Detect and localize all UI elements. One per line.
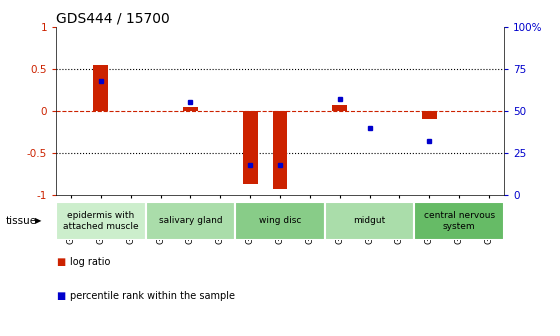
- Text: wing disc: wing disc: [259, 216, 301, 225]
- Bar: [273, 111, 287, 189]
- Text: epidermis with
attached muscle: epidermis with attached muscle: [63, 211, 139, 230]
- Bar: [183, 107, 198, 111]
- Bar: [414, 202, 504, 240]
- Bar: [325, 202, 414, 240]
- Bar: [332, 105, 347, 111]
- Text: tissue: tissue: [6, 216, 37, 226]
- Text: percentile rank within the sample: percentile rank within the sample: [70, 291, 235, 301]
- Bar: [235, 202, 325, 240]
- Text: central nervous
system: central nervous system: [423, 211, 495, 230]
- Text: ▶: ▶: [35, 216, 42, 225]
- Bar: [94, 65, 108, 111]
- Bar: [56, 202, 146, 240]
- Text: ■: ■: [56, 291, 66, 301]
- Text: GDS444 / 15700: GDS444 / 15700: [56, 12, 170, 26]
- Bar: [242, 111, 258, 184]
- Text: midgut: midgut: [353, 216, 386, 225]
- Bar: [146, 202, 235, 240]
- Bar: [422, 111, 437, 119]
- Text: log ratio: log ratio: [70, 257, 110, 267]
- Text: salivary gland: salivary gland: [158, 216, 222, 225]
- Text: ■: ■: [56, 257, 66, 267]
